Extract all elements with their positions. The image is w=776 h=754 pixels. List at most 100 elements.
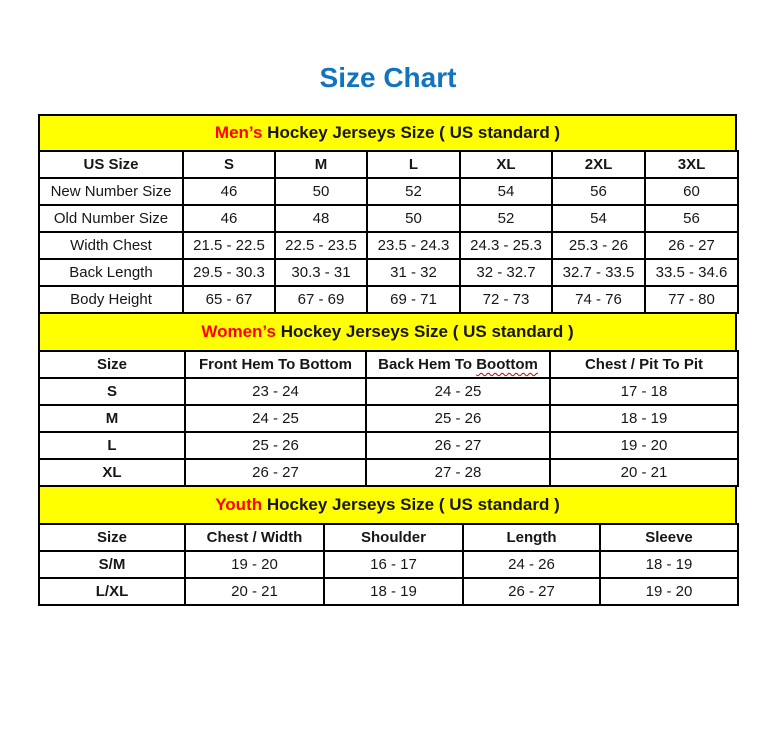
data-cell: 56 bbox=[644, 204, 739, 233]
data-cell: 32 - 32.7 bbox=[459, 258, 553, 287]
data-cell: 48 bbox=[274, 204, 368, 233]
header-cell: XL bbox=[459, 150, 553, 179]
data-cell: 26 - 27 bbox=[365, 431, 551, 460]
data-cell: 50 bbox=[274, 177, 368, 206]
youth-section: Youth Hockey Jerseys Size ( US standard … bbox=[38, 487, 739, 606]
data-cell: 18 - 19 bbox=[549, 404, 739, 433]
table-row: L/XL 20 - 21 18 - 19 26 - 27 19 - 20 bbox=[38, 577, 739, 606]
data-cell: 60 bbox=[644, 177, 739, 206]
header-cell: Back Hem To Boottom bbox=[365, 350, 551, 379]
header-cell: 2XL bbox=[551, 150, 646, 179]
data-cell: 56 bbox=[551, 177, 646, 206]
data-cell: 18 - 19 bbox=[599, 550, 739, 579]
data-cell: 67 - 69 bbox=[274, 285, 368, 314]
mens-section-header: Men’s Hockey Jerseys Size ( US standard … bbox=[38, 114, 737, 150]
womens-section-header-highlight: Women’s bbox=[201, 322, 276, 341]
header-cell: Shoulder bbox=[323, 523, 464, 552]
womens-section-header-rest: Hockey Jerseys Size ( US standard ) bbox=[275, 322, 574, 341]
data-cell: 23 - 24 bbox=[184, 377, 367, 406]
table-row: Back Length 29.5 - 30.3 30.3 - 31 31 - 3… bbox=[38, 258, 739, 287]
data-cell: 72 - 73 bbox=[459, 285, 553, 314]
data-cell: 46 bbox=[182, 204, 276, 233]
mens-section-header-rest: Hockey Jerseys Size ( US standard ) bbox=[262, 123, 561, 142]
data-cell: 31 - 32 bbox=[366, 258, 461, 287]
row-label: L/XL bbox=[38, 577, 186, 606]
data-cell: 23.5 - 24.3 bbox=[366, 231, 461, 260]
data-cell: 24.3 - 25.3 bbox=[459, 231, 553, 260]
header-cell-text: Back Hem To bbox=[378, 356, 477, 373]
data-cell: 18 - 19 bbox=[323, 577, 464, 606]
size-chart: Men’s Hockey Jerseys Size ( US standard … bbox=[38, 114, 739, 606]
data-cell: 20 - 21 bbox=[549, 458, 739, 487]
header-cell: Length bbox=[462, 523, 601, 552]
header-cell: Chest / Width bbox=[184, 523, 325, 552]
data-cell: 74 - 76 bbox=[551, 285, 646, 314]
data-cell: 33.5 - 34.6 bbox=[644, 258, 739, 287]
data-cell: 29.5 - 30.3 bbox=[182, 258, 276, 287]
row-label: S bbox=[38, 377, 186, 406]
header-cell: L bbox=[366, 150, 461, 179]
womens-section-header: Women’s Hockey Jerseys Size ( US standar… bbox=[38, 314, 737, 350]
data-cell: 21.5 - 22.5 bbox=[182, 231, 276, 260]
data-cell: 52 bbox=[459, 204, 553, 233]
row-label: Body Height bbox=[38, 285, 184, 314]
mens-table-header-row: US Size S M L XL 2XL 3XL bbox=[38, 150, 739, 179]
header-cell: Size bbox=[38, 350, 186, 379]
page-title: Size Chart bbox=[319, 62, 457, 93]
data-cell: 20 - 21 bbox=[184, 577, 325, 606]
data-cell: 24 - 25 bbox=[365, 377, 551, 406]
data-cell: 19 - 20 bbox=[549, 431, 739, 460]
youth-section-header: Youth Hockey Jerseys Size ( US standard … bbox=[38, 487, 737, 523]
header-cell: Size bbox=[38, 523, 186, 552]
table-row: M 24 - 25 25 - 26 18 - 19 bbox=[38, 404, 739, 433]
table-row: S 23 - 24 24 - 25 17 - 18 bbox=[38, 377, 739, 406]
data-cell: 17 - 18 bbox=[549, 377, 739, 406]
data-cell: 46 bbox=[182, 177, 276, 206]
womens-table-header-row: Size Front Hem To Bottom Back Hem To Boo… bbox=[38, 350, 739, 379]
data-cell: 54 bbox=[551, 204, 646, 233]
youth-section-header-rest: Hockey Jerseys Size ( US standard ) bbox=[262, 495, 560, 514]
table-row: L 25 - 26 26 - 27 19 - 20 bbox=[38, 431, 739, 460]
header-cell: Front Hem To Bottom bbox=[184, 350, 367, 379]
row-label: S/M bbox=[38, 550, 186, 579]
data-cell: 25 - 26 bbox=[184, 431, 367, 460]
data-cell: 32.7 - 33.5 bbox=[551, 258, 646, 287]
header-cell: S bbox=[182, 150, 276, 179]
data-cell: 69 - 71 bbox=[366, 285, 461, 314]
data-cell: 19 - 20 bbox=[184, 550, 325, 579]
data-cell: 52 bbox=[366, 177, 461, 206]
table-row: Body Height 65 - 67 67 - 69 69 - 71 72 -… bbox=[38, 285, 739, 314]
header-cell: Sleeve bbox=[599, 523, 739, 552]
data-cell: 54 bbox=[459, 177, 553, 206]
data-cell: 26 - 27 bbox=[644, 231, 739, 260]
data-cell: 25.3 - 26 bbox=[551, 231, 646, 260]
row-label: Old Number Size bbox=[38, 204, 184, 233]
data-cell: 77 - 80 bbox=[644, 285, 739, 314]
table-row: XL 26 - 27 27 - 28 20 - 21 bbox=[38, 458, 739, 487]
row-label: XL bbox=[38, 458, 186, 487]
youth-section-header-highlight: Youth bbox=[215, 495, 263, 514]
youth-table-header-row: Size Chest / Width Shoulder Length Sleev… bbox=[38, 523, 739, 552]
table-row: New Number Size 46 50 52 54 56 60 bbox=[38, 177, 739, 206]
data-cell: 22.5 - 23.5 bbox=[274, 231, 368, 260]
data-cell: 30.3 - 31 bbox=[274, 258, 368, 287]
mens-section-header-highlight: Men’s bbox=[214, 123, 263, 142]
row-label: New Number Size bbox=[38, 177, 184, 206]
mens-size-table: US Size S M L XL 2XL 3XL New Number Size… bbox=[38, 150, 739, 314]
data-cell: 25 - 26 bbox=[365, 404, 551, 433]
header-cell: M bbox=[274, 150, 368, 179]
data-cell: 24 - 26 bbox=[462, 550, 601, 579]
table-row: Old Number Size 46 48 50 52 54 56 bbox=[38, 204, 739, 233]
header-cell: US Size bbox=[38, 150, 184, 179]
table-row: S/M 19 - 20 16 - 17 24 - 26 18 - 19 bbox=[38, 550, 739, 579]
data-cell: 26 - 27 bbox=[462, 577, 601, 606]
table-row: Width Chest 21.5 - 22.5 22.5 - 23.5 23.5… bbox=[38, 231, 739, 260]
data-cell: 26 - 27 bbox=[184, 458, 367, 487]
data-cell: 16 - 17 bbox=[323, 550, 464, 579]
data-cell: 50 bbox=[366, 204, 461, 233]
data-cell: 24 - 25 bbox=[184, 404, 367, 433]
row-label: M bbox=[38, 404, 186, 433]
data-cell: 19 - 20 bbox=[599, 577, 739, 606]
header-cell: 3XL bbox=[644, 150, 739, 179]
row-label: L bbox=[38, 431, 186, 460]
